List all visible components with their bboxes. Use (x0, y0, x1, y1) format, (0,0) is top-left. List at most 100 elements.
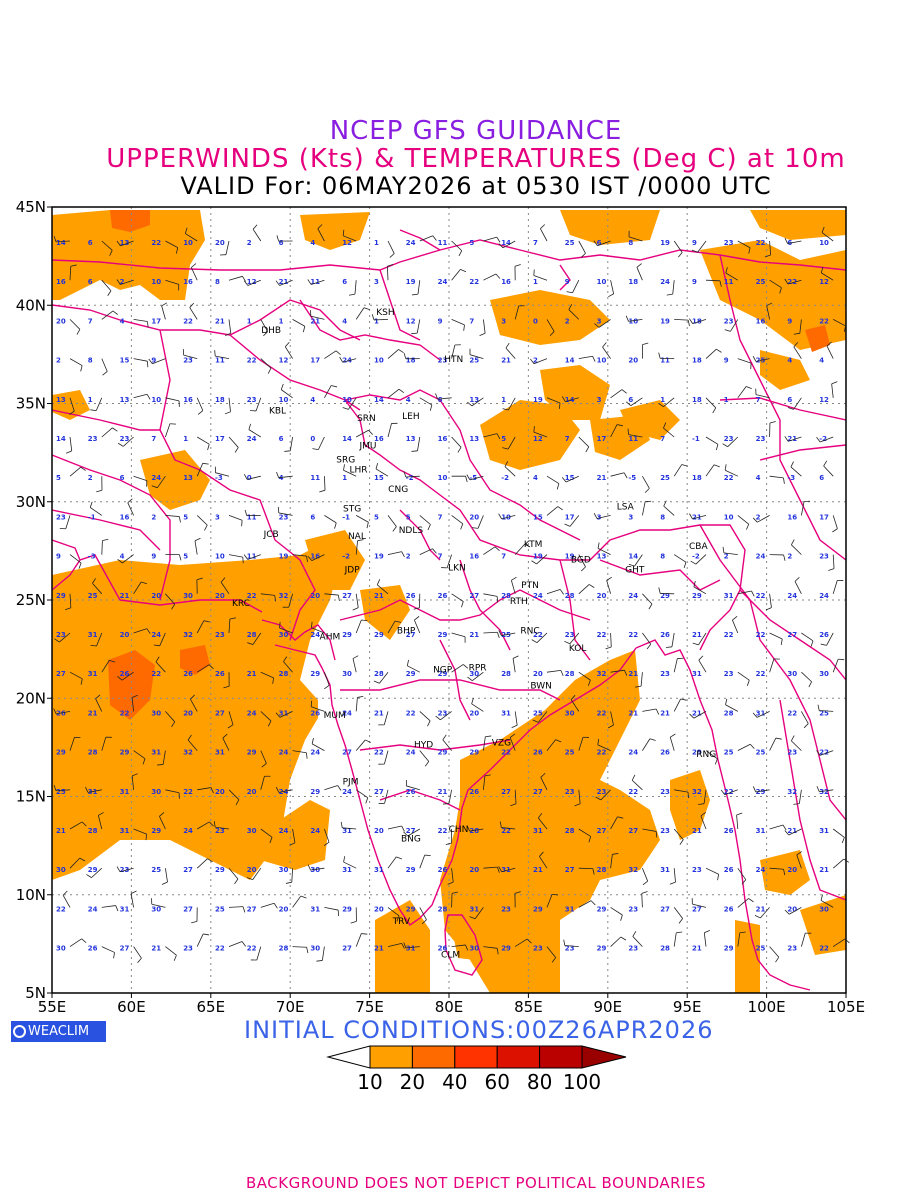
station-temperature: 23 (724, 435, 734, 443)
wind-barb (636, 267, 643, 281)
wind-barb (755, 358, 770, 362)
station-temperature: 30 (151, 709, 161, 717)
station-temperature: 27 (533, 788, 543, 796)
wind-barb (152, 358, 166, 365)
wind-barb (569, 632, 580, 645)
wind-barb (355, 789, 368, 799)
station-temperature: 31 (501, 709, 511, 717)
station-temperature: 21 (88, 709, 98, 717)
station-temperature: 22 (438, 827, 448, 835)
wind-barb (642, 868, 649, 882)
station-temperature: 21 (374, 945, 384, 953)
wind-barb (419, 397, 433, 406)
wind-barb (755, 789, 770, 793)
wind-barb (69, 593, 72, 608)
city-label-ksh: KSH (376, 308, 394, 318)
station-temperature: -2 (819, 435, 827, 443)
wind-barb (727, 436, 739, 448)
wind-barb (793, 397, 802, 410)
wind-barb (471, 397, 484, 407)
station-temperature: 21 (215, 317, 225, 325)
station-temperature: 28 (565, 670, 575, 678)
wind-barb (56, 711, 71, 715)
wind-barb (597, 548, 611, 555)
station-temperature: 13 (406, 435, 416, 443)
wind-barb (96, 632, 103, 647)
wind-barb (260, 593, 275, 596)
wind-barb (628, 319, 643, 322)
wind-barb (101, 737, 107, 751)
station-temperature: 20 (469, 709, 479, 717)
station-temperature: 6 (88, 239, 93, 247)
station-temperature: 25 (756, 945, 766, 953)
wind-barb (131, 775, 134, 790)
station-temperature: 6 (120, 474, 125, 482)
station-temperature: 20 (374, 905, 384, 913)
wind-barb (505, 347, 516, 359)
wind-barb (793, 346, 802, 359)
station-temperature: 14 (565, 357, 575, 365)
station-temperature: 21 (692, 827, 702, 835)
colorbar-label: 100 (563, 1070, 601, 1094)
station-temperature: -5 (469, 474, 477, 482)
wind-barb (769, 632, 783, 640)
wind-barb (384, 789, 389, 804)
station-temperature: -2 (692, 553, 700, 561)
wind-barb (819, 710, 834, 712)
wind-barb (723, 552, 738, 555)
station-temperature: 20 (247, 788, 257, 796)
station-temperature: 13 (183, 474, 193, 482)
wind-barb (151, 903, 166, 908)
station-temperature: 29 (342, 905, 352, 913)
station-temperature: 21 (628, 709, 638, 717)
station-temperature: 8 (660, 553, 665, 561)
wind-barb (546, 589, 561, 595)
station-temperature: 28 (279, 945, 289, 953)
wind-barb (437, 397, 452, 400)
wind-barb (801, 933, 806, 947)
city-label-ptn: PTN (521, 581, 539, 591)
wind-barb (483, 631, 498, 634)
station-temperature: 29 (247, 749, 257, 757)
station-temperature: 12 (247, 278, 257, 286)
wind-barb (196, 933, 204, 947)
station-temperature: 25 (88, 592, 98, 600)
station-temperature: 28 (501, 670, 511, 678)
wind-barb (194, 540, 198, 555)
station-temperature: 20 (469, 866, 479, 874)
wind-barb (165, 515, 180, 517)
station-temperature: 31 (692, 670, 702, 678)
station-temperature: 29 (724, 945, 734, 953)
station-temperature: 3 (501, 317, 506, 325)
wind-barb (705, 436, 719, 445)
wind-barb (451, 319, 465, 326)
wind-barb (755, 394, 770, 399)
station-temperature: 17 (819, 513, 829, 521)
wind-barb (183, 354, 198, 359)
wind-barb (122, 554, 134, 564)
station-temperature: 1 (88, 396, 93, 404)
station-temperature: 27 (406, 827, 416, 835)
station-temperature: -2 (501, 474, 509, 482)
station-temperature: -1 (692, 435, 700, 443)
station-temperature: 2 (724, 553, 729, 561)
wind-barb (101, 946, 115, 953)
station-temperature: 25 (756, 749, 766, 757)
station-temperature: 13 (56, 396, 66, 404)
station-temperature: 4 (533, 474, 538, 482)
wind-barb (724, 789, 738, 796)
wind-barb (737, 240, 751, 249)
wind-barb (133, 393, 148, 399)
station-temperature: 20 (597, 592, 607, 600)
wind-barb (514, 789, 517, 804)
wind-barb (737, 898, 749, 908)
wind-barb (628, 434, 643, 438)
station-temperature: 31 (120, 905, 130, 913)
station-temperature: 21 (533, 866, 543, 874)
wind-barb (122, 436, 134, 447)
station-temperature: 0 (247, 474, 252, 482)
wind-barb (324, 828, 330, 843)
station-temperature: 21 (819, 866, 829, 874)
wind-barb (769, 867, 784, 870)
wind-barb (133, 628, 148, 634)
